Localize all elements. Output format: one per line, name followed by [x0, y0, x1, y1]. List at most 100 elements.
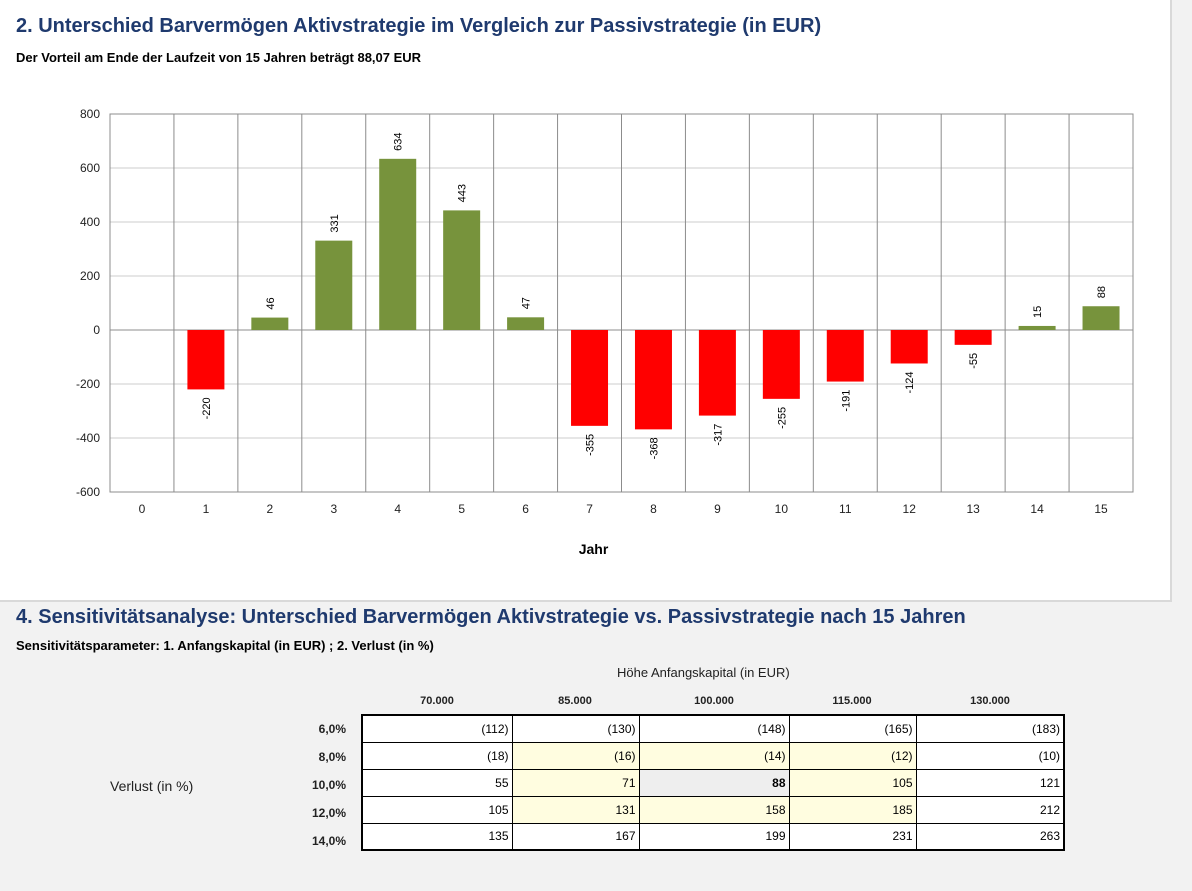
table-cell: (14) [638, 741, 790, 770]
table-cell-center: 88 [638, 768, 790, 797]
y-tick-label: -600 [76, 485, 100, 499]
capital-axis-label: Höhe Anfangskapital (in EUR) [617, 665, 790, 680]
x-tick-label: 4 [394, 502, 401, 516]
section4-title: 4. Sensitivitätsanalyse: Unterschied Bar… [16, 606, 966, 628]
bar [1082, 306, 1120, 330]
table-cell: (18) [361, 741, 513, 770]
data-label: 15 [1032, 306, 1044, 318]
table-cell: 131 [511, 795, 640, 824]
table-row: (18) (16) (14) (12) (10) [361, 741, 1065, 770]
row-header: 14,0% [311, 834, 346, 848]
x-tick-label: 8 [650, 502, 657, 516]
bar [698, 330, 736, 416]
x-tick-label: 5 [458, 502, 465, 516]
x-tick-label: 14 [1030, 502, 1044, 516]
table-row: 105 131 158 185 212 [361, 795, 1065, 824]
y-tick-label: 400 [80, 215, 100, 229]
row-header: 8,0% [318, 750, 346, 764]
bar [634, 330, 672, 430]
y-tick-label: -400 [76, 431, 100, 445]
bar [443, 210, 481, 330]
x-tick-label: 2 [267, 502, 274, 516]
bar [762, 330, 800, 399]
data-label: -124 [904, 371, 916, 393]
data-label: 634 [393, 132, 405, 150]
table-row: 135 167 199 231 263 [361, 822, 1065, 851]
column-header: 70.000 [420, 695, 454, 707]
row-header: 6,0% [318, 722, 346, 736]
bar [826, 330, 864, 382]
sensitivity-table: (112) (130) (148) (165) (183) (18) (16) … [361, 714, 1065, 851]
table-cell: 185 [788, 795, 917, 824]
x-tick-label: 7 [586, 502, 593, 516]
bar [251, 317, 289, 330]
column-header: 130.000 [970, 695, 1010, 707]
data-label: 47 [521, 297, 533, 309]
table-cell: 212 [915, 795, 1065, 824]
table-cell: (12) [788, 741, 917, 770]
data-label: -317 [712, 424, 724, 446]
data-label: -55 [968, 353, 980, 369]
data-label: 331 [329, 214, 341, 232]
table-cell: 105 [788, 768, 917, 797]
x-tick-label: 0 [139, 502, 146, 516]
bar [187, 330, 225, 390]
data-label: -255 [776, 407, 788, 429]
bar [315, 240, 353, 330]
section2-title: 2. Unterschied Barvermögen Aktivstrategi… [16, 15, 822, 37]
x-tick-label: 1 [203, 502, 210, 516]
table-cell: (16) [511, 741, 640, 770]
table-cell: (165) [788, 714, 917, 743]
table-cell: 263 [915, 822, 1065, 851]
x-tick-label: 10 [775, 502, 789, 516]
table-cell: 167 [511, 822, 640, 851]
row-header: 10,0% [311, 778, 346, 792]
table-cell: (183) [915, 714, 1065, 743]
column-header: 115.000 [832, 695, 872, 707]
column-header: 100.000 [694, 695, 734, 707]
y-tick-label: 800 [80, 107, 100, 121]
y-tick-label: 0 [93, 323, 100, 337]
bar [1018, 325, 1056, 330]
table-cell: (112) [361, 714, 513, 743]
data-label: -355 [585, 434, 597, 456]
x-tick-label: 15 [1094, 502, 1108, 516]
table-row: 55 71 88 105 121 [361, 768, 1065, 797]
y-tick-label: -200 [76, 377, 100, 391]
data-label: -191 [840, 390, 852, 412]
x-tick-label: 11 [839, 502, 852, 516]
x-tick-label: 3 [330, 502, 337, 516]
section4-subtitle: Sensitivitätsparameter: 1. Anfangskapita… [16, 638, 434, 653]
table-cell: 158 [638, 795, 790, 824]
loss-axis-label: Verlust (in %) [110, 778, 194, 794]
data-label: -220 [201, 397, 213, 419]
row-header: 12,0% [311, 806, 346, 820]
table-cell: (130) [511, 714, 640, 743]
chart-panel: 2. Unterschied Barvermögen Aktivstrategi… [0, 0, 1172, 602]
table-cell: 55 [361, 768, 513, 797]
x-tick-label: 13 [966, 502, 980, 516]
table-row: (112) (130) (148) (165) (183) [361, 714, 1065, 743]
y-tick-label: 200 [80, 269, 100, 283]
x-tick-label: 12 [903, 502, 917, 516]
table-cell: 105 [361, 795, 513, 824]
table-cell: 71 [511, 768, 640, 797]
column-header: 85.000 [558, 695, 592, 707]
section2-subtitle: Der Vorteil am Ende der Laufzeit von 15 … [16, 50, 422, 65]
x-tick-label: 6 [522, 502, 529, 516]
bar [571, 330, 609, 426]
table-cell: (10) [915, 741, 1065, 770]
table-cell: 199 [638, 822, 790, 851]
data-label: 46 [265, 297, 277, 309]
data-label: 443 [457, 184, 469, 202]
bar [890, 330, 928, 364]
x-tick-label: 9 [714, 502, 721, 516]
table-cell: 231 [788, 822, 917, 851]
data-label: -368 [648, 437, 660, 459]
table-cell: 121 [915, 768, 1065, 797]
bar [507, 317, 545, 330]
bar [954, 330, 992, 345]
table-cell: 135 [361, 822, 513, 851]
data-label: 88 [1096, 286, 1108, 298]
